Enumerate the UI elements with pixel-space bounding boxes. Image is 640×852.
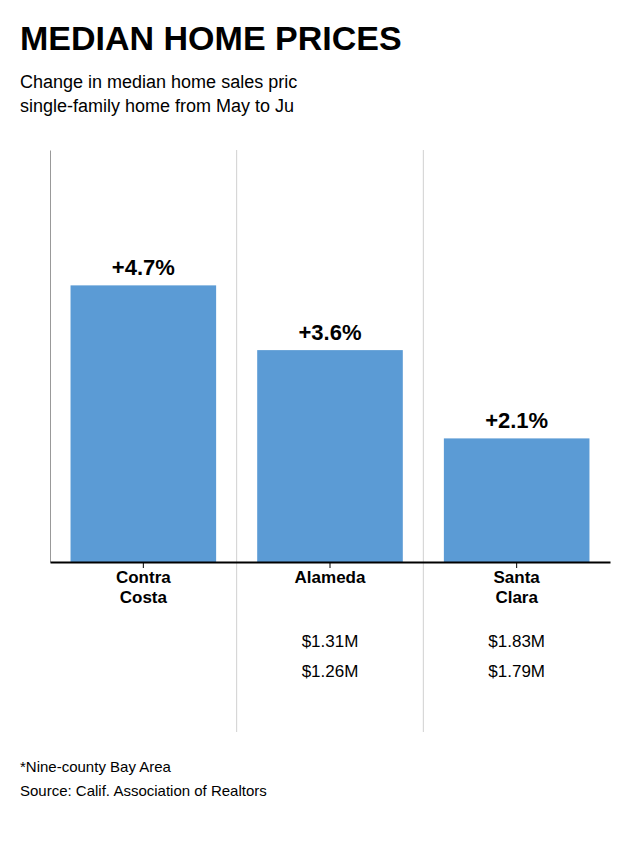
x-tick: Alameda (295, 562, 366, 587)
annotation: $1.83M (488, 632, 545, 651)
x-tick-label-line: Santa (494, 568, 541, 587)
chart: MEDIAN HOME PRICES Change in median home … (0, 0, 640, 852)
annotation: $1.26M (302, 662, 359, 681)
subtitle: single-family home from May to Ju (20, 96, 294, 116)
x-tick-label-line: Clara (495, 588, 538, 607)
data-label: +4.7% (112, 255, 175, 280)
bar (71, 285, 217, 562)
bar (444, 438, 590, 562)
plot: +4.7% +3.6% +2.1% ContraCosta Alameda SantaCl… (51, 150, 611, 732)
title: MEDIAN HOME PRICES (20, 19, 402, 57)
annotation: $1.31M (302, 632, 359, 651)
x-tick-label: Alameda (295, 568, 366, 587)
y-axis-line (50, 151, 51, 563)
subtitle: Change in median home sales pric (20, 72, 297, 92)
annotation: $1.79M (488, 662, 545, 681)
footnote: Source: Calif. Association of Realtors (20, 782, 267, 799)
divider (423, 150, 424, 732)
x-tick-label: ContraCosta (116, 568, 171, 607)
x-axis: ContraCosta Alameda SantaClara (51, 562, 611, 607)
footnote: *Nine-county Bay Area (20, 758, 172, 775)
x-tick: SantaClara (494, 562, 541, 607)
bar (257, 350, 403, 562)
x-tick: ContraCosta (116, 562, 171, 607)
divider (236, 150, 237, 732)
x-tick-label-line: Alameda (295, 568, 366, 587)
x-tick-label-line: Costa (120, 588, 168, 607)
data-label: +2.1% (485, 408, 548, 433)
data-label: +3.6% (299, 320, 362, 345)
y-axis (50, 151, 51, 563)
x-tick-label: SantaClara (494, 568, 541, 607)
x-tick-label-line: Contra (116, 568, 171, 587)
data-labels: +4.7% +3.6% +2.1% (112, 255, 548, 433)
bars (71, 285, 590, 562)
